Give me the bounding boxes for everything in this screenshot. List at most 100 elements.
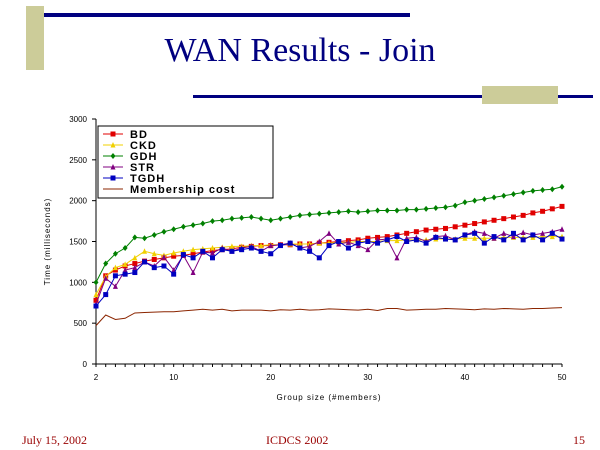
data-point-tgdh bbox=[248, 245, 254, 251]
data-point-str bbox=[520, 229, 526, 236]
series-tgdh bbox=[93, 230, 565, 309]
data-point-bd bbox=[423, 227, 429, 233]
footer-conference: ICDCS 2002 bbox=[266, 433, 329, 447]
data-point-tgdh bbox=[472, 230, 478, 236]
data-point-str bbox=[365, 246, 371, 253]
data-point-bd bbox=[93, 297, 99, 303]
data-point-gdh bbox=[481, 196, 487, 203]
data-point-gdh bbox=[142, 235, 148, 242]
data-point-str bbox=[501, 230, 507, 236]
data-point-bd bbox=[520, 212, 526, 218]
legend-box bbox=[97, 125, 274, 199]
data-point-tgdh bbox=[200, 248, 206, 254]
data-point-tgdh bbox=[161, 263, 167, 269]
data-point-gdh bbox=[307, 211, 313, 218]
data-point-gdh bbox=[103, 260, 109, 267]
data-point-tgdh bbox=[210, 255, 215, 261]
y-tick-label: 500 bbox=[74, 319, 88, 328]
y-tick-label: 0 bbox=[83, 360, 88, 369]
data-point-tgdh bbox=[103, 292, 109, 298]
data-point-tgdh bbox=[326, 243, 332, 249]
data-point-tgdh bbox=[510, 230, 516, 236]
data-point-tgdh bbox=[122, 271, 128, 277]
data-point-gdh bbox=[345, 208, 351, 215]
data-point-gdh bbox=[365, 208, 371, 215]
data-point-ckd bbox=[462, 235, 468, 241]
data-point-ckd bbox=[210, 245, 215, 251]
data-point-tgdh bbox=[443, 236, 448, 242]
decorative-bar-top bbox=[44, 13, 410, 17]
data-point-str bbox=[190, 269, 196, 276]
data-point-str bbox=[316, 238, 322, 244]
data-point-ckd bbox=[122, 261, 128, 267]
y-tick-label: 1000 bbox=[69, 278, 87, 287]
data-point-ckd bbox=[171, 249, 177, 256]
data-point-bd bbox=[559, 203, 565, 209]
data-point-str bbox=[210, 249, 215, 256]
data-point-gdh bbox=[413, 206, 419, 213]
data-point-gdh bbox=[384, 207, 390, 214]
data-point-ckd bbox=[258, 242, 264, 249]
data-point-gdh bbox=[549, 186, 555, 193]
data-point-gdh bbox=[229, 215, 235, 222]
data-point-str bbox=[268, 242, 274, 249]
data-point-tgdh bbox=[93, 303, 99, 309]
data-point-tgdh bbox=[239, 247, 245, 253]
series-line-membership-cost bbox=[95, 307, 563, 326]
data-point-str bbox=[122, 267, 128, 273]
data-point-gdh bbox=[540, 187, 546, 194]
data-point-gdh bbox=[268, 217, 274, 224]
data-point-tgdh bbox=[384, 237, 390, 243]
data-point-tgdh bbox=[462, 232, 468, 238]
data-point-gdh bbox=[423, 205, 429, 212]
data-point-ckd bbox=[142, 248, 148, 254]
data-point-tgdh bbox=[481, 240, 487, 246]
data-point-tgdh bbox=[277, 243, 283, 249]
data-point-str bbox=[540, 230, 546, 236]
data-point-gdh bbox=[190, 222, 196, 229]
decorative-block-left bbox=[26, 6, 44, 70]
data-point-gdh bbox=[161, 228, 167, 235]
data-point-bd bbox=[549, 206, 555, 212]
data-point-bd bbox=[413, 229, 419, 235]
data-point-ckd bbox=[190, 246, 196, 253]
data-point-ckd bbox=[549, 233, 555, 240]
data-point-tgdh bbox=[142, 259, 148, 265]
data-point-gdh bbox=[520, 189, 526, 196]
data-point-ckd bbox=[472, 235, 478, 241]
data-point-gdh bbox=[326, 209, 332, 216]
data-point-tgdh bbox=[132, 270, 138, 276]
x-tick-label: 50 bbox=[558, 373, 567, 382]
data-point-bd bbox=[472, 221, 478, 227]
data-point-gdh bbox=[180, 223, 186, 230]
data-point-tgdh bbox=[375, 240, 381, 246]
data-point-tgdh bbox=[258, 248, 264, 254]
data-point-bd bbox=[190, 251, 196, 257]
data-point-str bbox=[394, 254, 400, 261]
y-tick-label: 1500 bbox=[69, 238, 87, 247]
data-point-tgdh bbox=[151, 265, 157, 271]
data-point-bd bbox=[151, 256, 157, 262]
data-point-ckd bbox=[229, 243, 235, 249]
data-point-bd bbox=[171, 253, 177, 259]
data-point-str bbox=[559, 226, 565, 232]
legend-label-membership-cost: Membership cost bbox=[130, 184, 235, 196]
data-point-bd bbox=[452, 224, 458, 230]
data-point-tgdh bbox=[452, 237, 458, 243]
data-point-gdh bbox=[462, 199, 468, 206]
data-point-gdh bbox=[501, 192, 507, 199]
data-point-gdh bbox=[375, 207, 381, 214]
data-point-bd bbox=[443, 225, 448, 231]
legend-marker-ckd bbox=[110, 142, 116, 148]
data-point-bd bbox=[365, 235, 371, 241]
decorative-bar-bottom bbox=[193, 95, 593, 98]
legend-label-gdh: GDH bbox=[130, 151, 157, 163]
data-point-tgdh bbox=[307, 248, 313, 254]
data-point-gdh bbox=[443, 204, 448, 211]
data-point-bd bbox=[491, 217, 497, 223]
data-point-gdh bbox=[297, 212, 303, 219]
data-point-gdh bbox=[452, 202, 458, 209]
data-point-tgdh bbox=[297, 245, 303, 251]
data-point-tgdh bbox=[268, 251, 274, 257]
data-point-tgdh bbox=[112, 273, 118, 279]
